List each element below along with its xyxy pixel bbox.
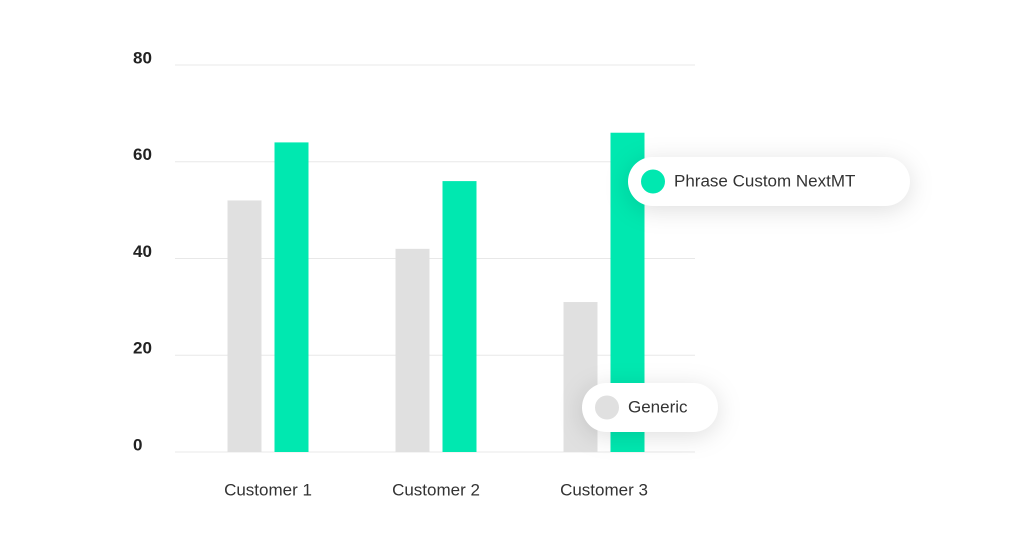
bar (227, 200, 262, 452)
y-tick-label: 60 (133, 145, 152, 164)
y-tick-label: 80 (133, 48, 152, 67)
bar (442, 181, 477, 452)
y-tick-label: 20 (133, 339, 152, 358)
y-tick-label: 40 (133, 242, 152, 261)
legend-pill (582, 383, 718, 432)
legend-swatch (641, 169, 665, 194)
x-tick-label: Customer 2 (392, 480, 480, 499)
legend-label: Generic (628, 397, 688, 416)
legend-item: Phrase Custom NextMT (628, 157, 910, 206)
legend-pill (628, 157, 910, 206)
bar (563, 302, 598, 452)
legend-label: Phrase Custom NextMT (674, 171, 855, 190)
x-tick-label: Customer 1 (224, 480, 312, 499)
y-tick-label: 0 (133, 435, 142, 454)
bar (395, 248, 430, 452)
bar (274, 142, 309, 452)
legend-item: Generic (582, 383, 718, 432)
x-tick-label: Customer 3 (560, 480, 648, 499)
legend-swatch (595, 395, 619, 420)
